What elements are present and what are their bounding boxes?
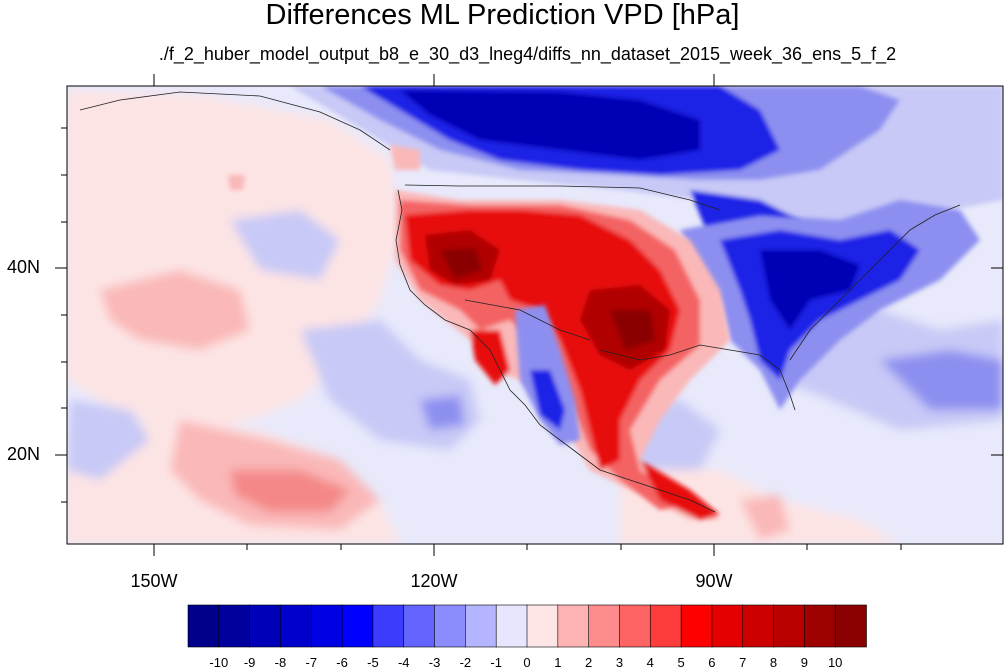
colorbar-swatch xyxy=(588,604,621,648)
map-field xyxy=(67,86,1003,544)
colorbar-tick-label: 4 xyxy=(646,655,654,670)
colorbar-tick-label: 3 xyxy=(615,655,624,670)
lat-label-20n: 20N xyxy=(6,444,40,464)
colorbar-tick-label: -10 xyxy=(209,655,229,670)
colorbar xyxy=(187,604,867,648)
colorbar-tick-label: -3 xyxy=(428,655,441,670)
colorbar-tick-label: 7 xyxy=(739,655,747,670)
colorbar-swatch xyxy=(465,604,497,648)
colorbar-tick-label: 10 xyxy=(827,655,843,670)
lon-label-90w: 90W xyxy=(695,571,733,591)
lon-label-120w: 120W xyxy=(410,571,458,591)
colorbar-swatch xyxy=(280,604,313,648)
colorbar-swatch xyxy=(187,604,220,648)
colorbar-swatch xyxy=(773,604,806,648)
colorbar-tick-label: 9 xyxy=(800,655,808,670)
colorbar-tick-label: -8 xyxy=(274,655,287,670)
map-frame xyxy=(55,74,1004,556)
colorbar-tick-label: -6 xyxy=(336,655,348,670)
pacific-nw-spots xyxy=(228,145,420,190)
mexico-negative xyxy=(515,305,580,445)
lat-label-40n: 40N xyxy=(6,257,40,277)
colorbar-swatch xyxy=(619,604,652,648)
colorbar-tick-label: 0 xyxy=(523,655,531,670)
colorbar-tick-label: 2 xyxy=(585,655,593,670)
colorbar-swatch xyxy=(434,604,467,648)
colorbar-tick-label: -1 xyxy=(490,655,502,670)
colorbar-tick-label: -7 xyxy=(305,655,318,670)
colorbar-swatch xyxy=(526,604,559,648)
colorbar-tick-label: 1 xyxy=(554,655,562,670)
colorbar-swatch xyxy=(804,604,836,648)
colorbar-swatch xyxy=(834,604,867,648)
colorbar-tick-label: -5 xyxy=(367,655,379,670)
colorbar-swatch xyxy=(742,604,775,648)
colorbar-tick-label: 5 xyxy=(677,655,685,670)
eastern-us-negative xyxy=(680,200,980,410)
colorbar-swatch xyxy=(341,604,374,648)
map-subtitle: ./f_2_huber_model_output_b8_e_30_d3_lneg… xyxy=(158,44,897,64)
colorbar-swatch xyxy=(680,604,713,648)
colorbar-swatch xyxy=(249,604,282,648)
lon-label-150w: 150W xyxy=(130,571,178,591)
map-outlines xyxy=(79,91,961,513)
colorbar-tick-label: -4 xyxy=(397,655,410,670)
colorbar-tick-label: 6 xyxy=(708,655,716,670)
colorbar-swatch xyxy=(557,604,590,648)
colorbar-swatch xyxy=(711,604,744,648)
colorbar-swatch xyxy=(218,604,251,648)
colorbar-tick-label: -2 xyxy=(459,655,472,670)
map-title: Differences ML Prediction VPD [hPa] xyxy=(265,0,740,31)
pacific-anomalies xyxy=(67,90,480,544)
colorbar-swatch xyxy=(372,604,405,648)
colorbar-swatch xyxy=(310,604,343,648)
colorbar-swatch xyxy=(649,604,682,648)
colorbar-swatch xyxy=(495,604,528,648)
colorbar-swatch xyxy=(403,604,436,648)
colorbar-tick-label: -9 xyxy=(243,655,256,670)
colorbar-tick-label: 8 xyxy=(769,655,778,670)
